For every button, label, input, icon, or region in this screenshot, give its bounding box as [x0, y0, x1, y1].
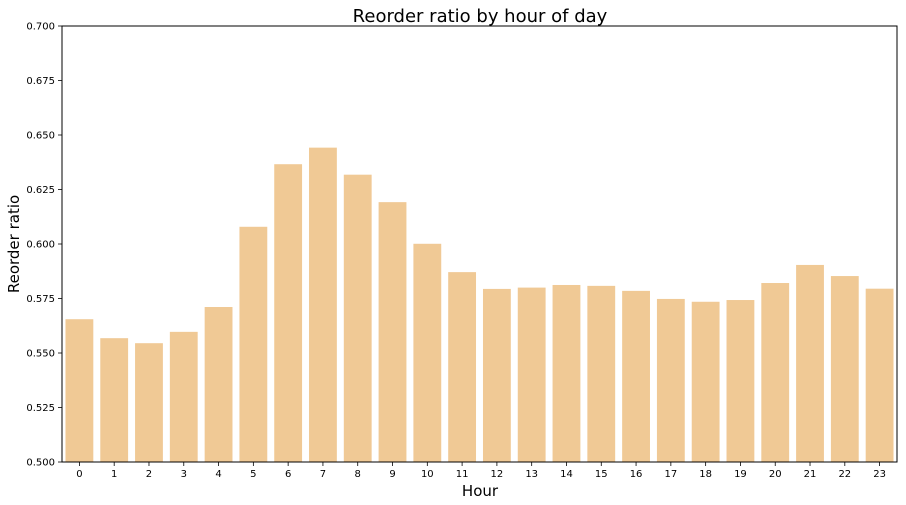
y-axis: 0.500 0.525 0.550 0.575 0.600 0.625 0.650 0.675…: [26, 22, 62, 469]
chart-title: Reorder ratio by hour of day: [353, 6, 608, 27]
x-tick-label: 3: [181, 469, 187, 480]
x-tick-label: 10: [421, 469, 434, 480]
bars-group: [65, 147, 894, 462]
bar-hour-2: [135, 343, 163, 462]
y-tick-label: 0.600: [26, 240, 55, 251]
bar-hour-5: [239, 226, 268, 462]
x-tick-label: 13: [525, 469, 538, 480]
bar-hour-20: [761, 283, 790, 462]
x-tick-label: 17: [664, 469, 677, 480]
bar-hour-19: [726, 300, 755, 462]
y-tick-label: 0.575: [26, 294, 55, 305]
bar-hour-13: [517, 287, 546, 462]
x-tick-label: 15: [595, 469, 608, 480]
bar-hour-16: [622, 290, 650, 462]
x-tick-label: 8: [355, 469, 361, 480]
x-tick-label: 18: [699, 469, 712, 480]
x-tick-label: 22: [838, 469, 851, 480]
bar-hour-9: [378, 202, 407, 462]
x-tick-label: 11: [456, 469, 469, 480]
bar-hour-6: [274, 164, 303, 462]
bar-hour-12: [482, 288, 511, 462]
bar-hour-17: [656, 298, 685, 462]
bar-hour-18: [691, 301, 720, 462]
bar-hour-4: [204, 307, 233, 462]
x-tick-label: 14: [560, 469, 573, 480]
x-tick-label: 9: [389, 469, 395, 480]
bar-hour-3: [169, 331, 198, 462]
bar-hour-21: [796, 264, 824, 462]
bar-hour-8: [343, 174, 372, 462]
x-axis: 0 1 2 3 4 5 6 7 8 9 10 11 12 13 14 15 16 17 18 19 20 21 22 23: [76, 462, 886, 480]
x-tick-label: 21: [804, 469, 817, 480]
x-tick-label: 7: [320, 469, 326, 480]
bar-hour-1: [100, 338, 129, 462]
y-tick-label: 0.550: [26, 349, 55, 360]
bar-hour-7: [309, 147, 337, 462]
x-tick-label: 1: [111, 469, 117, 480]
x-tick-label: 6: [285, 469, 291, 480]
y-tick-label: 0.525: [26, 403, 55, 414]
x-tick-label: 4: [215, 469, 221, 480]
y-tick-label: 0.675: [26, 76, 55, 87]
x-tick-label: 5: [250, 469, 256, 480]
y-tick-label: 0.650: [26, 131, 55, 142]
x-tick-label: 20: [769, 469, 782, 480]
x-axis-label: Hour: [462, 482, 499, 500]
x-tick-label: 23: [873, 469, 886, 480]
y-tick-label: 0.700: [26, 22, 55, 33]
bar-hour-22: [830, 276, 859, 462]
y-axis-label: Reorder ratio: [5, 195, 23, 293]
x-tick-label: 16: [630, 469, 643, 480]
bar-hour-10: [413, 243, 442, 462]
bar-hour-14: [552, 284, 581, 462]
bar-hour-11: [448, 272, 477, 462]
y-tick-label: 0.500: [26, 458, 55, 469]
bar-hour-23: [865, 288, 894, 462]
x-tick-label: 12: [491, 469, 504, 480]
x-tick-label: 0: [76, 469, 82, 480]
bar-hour-15: [587, 285, 616, 462]
x-tick-label: 19: [734, 469, 747, 480]
bar-hour-0: [65, 319, 94, 462]
x-tick-label: 2: [146, 469, 152, 480]
y-tick-label: 0.625: [26, 185, 55, 196]
